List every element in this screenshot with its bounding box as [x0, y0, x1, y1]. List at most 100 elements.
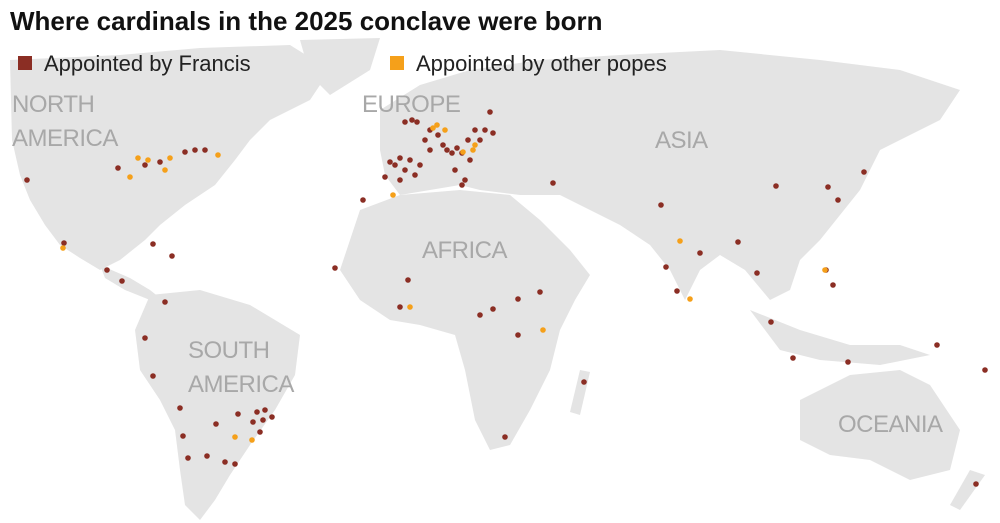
cardinal-dot	[119, 278, 125, 284]
cardinal-dot	[407, 157, 413, 163]
title: Where cardinals in the 2025 conclave wer…	[10, 6, 602, 36]
cardinal-dot	[440, 142, 446, 148]
africa	[340, 190, 590, 450]
cardinal-dot	[360, 197, 366, 203]
cardinal-dot	[249, 437, 255, 443]
cardinal-dot	[150, 373, 156, 379]
cardinal-dot	[430, 125, 436, 131]
cardinal-dot	[402, 119, 408, 125]
cardinal-dot	[472, 127, 478, 133]
south-america	[135, 290, 300, 520]
cardinal-dot	[61, 240, 67, 246]
cardinal-dot	[773, 183, 779, 189]
cardinal-dot	[540, 327, 546, 333]
cardinal-dot	[444, 147, 450, 153]
cardinal-dot	[157, 159, 163, 165]
cardinal-dot	[442, 127, 448, 133]
cardinal-dot	[257, 429, 263, 435]
cardinal-dot	[162, 299, 168, 305]
cardinal-dot	[470, 147, 476, 153]
cardinal-dot	[382, 174, 388, 180]
cardinal-dot	[663, 264, 669, 270]
cardinal-dot	[392, 162, 398, 168]
cardinal-dot	[449, 150, 455, 156]
cardinal-dot	[412, 172, 418, 178]
cardinal-dot	[982, 367, 988, 373]
cardinal-dot	[427, 147, 433, 153]
legend: Appointed by Francis Appointed by other p…	[18, 51, 667, 76]
cardinal-dot	[417, 162, 423, 168]
cardinal-dot	[467, 157, 473, 163]
cardinal-dot	[472, 142, 478, 148]
cardinal-dot	[845, 359, 851, 365]
cardinal-dot	[835, 197, 841, 203]
cardinal-dot	[269, 414, 275, 420]
region-labels: NORTH AMERICA EUROPE ASIA AFRICA SOUTH AMERICA…	[12, 91, 944, 438]
cardinal-dot	[790, 355, 796, 361]
cardinal-dot	[462, 177, 468, 183]
cardinal-dot	[222, 459, 228, 465]
cardinal-dot	[60, 245, 66, 251]
cardinal-dot	[115, 165, 121, 171]
cardinal-dot	[397, 155, 403, 161]
cardinal-dot	[162, 167, 168, 173]
cardinal-dot	[414, 119, 420, 125]
cardinal-dot	[180, 433, 186, 439]
new-zealand	[950, 470, 985, 510]
cardinal-dot	[169, 253, 175, 259]
madagascar	[570, 370, 590, 415]
cardinal-dot	[262, 407, 268, 413]
cardinal-dot	[934, 342, 940, 348]
cardinal-dot	[250, 419, 256, 425]
cardinal-dot	[477, 137, 483, 143]
region-label: SOUTH	[188, 337, 270, 364]
cardinal-dot	[735, 239, 741, 245]
region-label: ASIA	[655, 127, 708, 154]
cardinal-dot	[435, 132, 441, 138]
region-label: OCEANIA	[838, 411, 943, 438]
cardinal-dot	[434, 122, 440, 128]
cardinal-dot	[104, 267, 110, 273]
cardinal-dot	[697, 250, 703, 256]
cardinal-dot	[387, 159, 393, 165]
cardinal-dot	[397, 304, 403, 310]
cardinal-dot	[550, 180, 556, 186]
cardinal-dot	[407, 304, 413, 310]
land	[10, 38, 985, 520]
cardinal-dot	[402, 167, 408, 173]
cardinal-dot	[204, 453, 210, 459]
region-label: AMERICA	[12, 125, 118, 152]
cardinal-dot	[213, 421, 219, 427]
cardinal-dot	[674, 288, 680, 294]
cardinal-dot	[754, 270, 760, 276]
cardinal-dot	[405, 277, 411, 283]
region-label: AMERICA	[188, 371, 294, 398]
cardinal-dot	[24, 177, 30, 183]
cardinal-dot	[167, 155, 173, 161]
cardinal-dot	[502, 434, 508, 440]
cardinal-dot	[235, 411, 241, 417]
cardinal-dot	[142, 162, 148, 168]
cardinal-dot	[465, 137, 471, 143]
cardinal-dot	[332, 265, 338, 271]
cardinal-dot	[460, 149, 466, 155]
cardinal-dot	[215, 152, 221, 158]
cardinal-dot	[515, 296, 521, 302]
cardinal-dot	[142, 335, 148, 341]
cardinal-dot	[202, 147, 208, 153]
cardinal-dot	[515, 332, 521, 338]
cardinal-dot	[452, 167, 458, 173]
cardinal-dot	[537, 289, 543, 295]
cardinal-dot	[861, 169, 867, 175]
cardinal-dot	[482, 127, 488, 133]
cardinal-dot	[232, 461, 238, 467]
cardinal-dot	[490, 130, 496, 136]
legend-label: Appointed by Francis	[44, 51, 251, 76]
cardinal-dot	[260, 417, 266, 423]
dots	[24, 109, 988, 487]
cardinal-dot	[185, 455, 191, 461]
cardinal-dot	[182, 149, 188, 155]
cardinal-dot	[658, 202, 664, 208]
legend-swatch	[18, 56, 32, 70]
